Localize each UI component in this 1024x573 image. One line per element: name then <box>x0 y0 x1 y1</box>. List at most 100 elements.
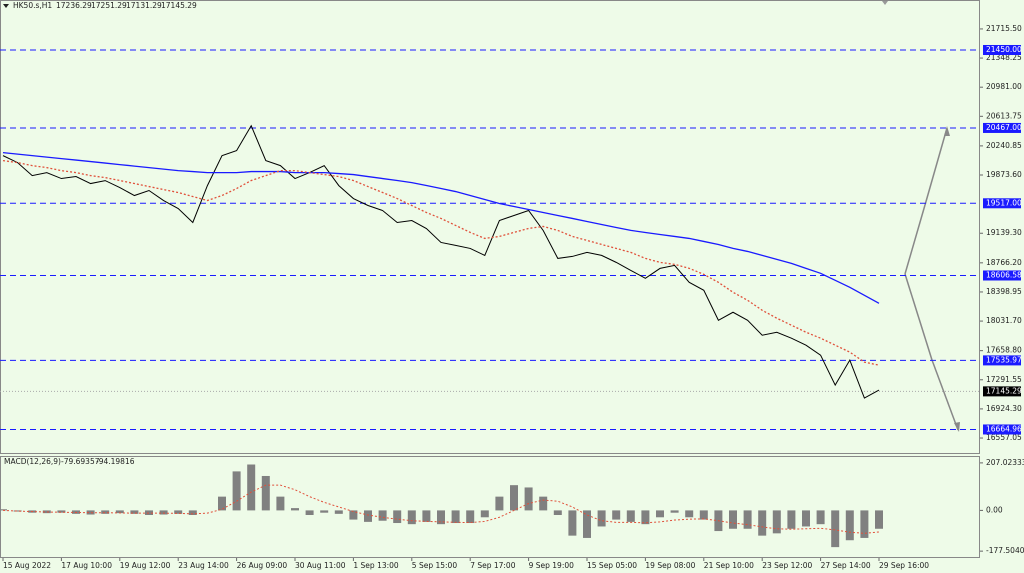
y-tick-label: 21348.25 <box>986 53 1022 62</box>
level-label: 16664.96 <box>986 424 1022 433</box>
macd-bar <box>57 510 66 513</box>
y-tick-label: 20240.85 <box>986 141 1022 150</box>
macd-bar <box>437 510 445 525</box>
macd-bar <box>261 475 270 511</box>
level-label-box <box>983 122 1021 133</box>
macd-bar <box>0 509 7 511</box>
current-price-label: 17145.29 <box>986 386 1022 395</box>
current-price-box <box>983 386 1021 397</box>
macd-bar <box>772 510 781 534</box>
y-tick-label: 17658.80 <box>986 346 1022 355</box>
y-tick-label: 16557.05 <box>986 433 1022 442</box>
x-tick-label: 19 Sep 08:00 <box>645 561 695 570</box>
y-tick-label: 20613.75 <box>986 111 1022 120</box>
level-label: 19517.00 <box>986 198 1022 207</box>
macd-bar <box>583 510 591 538</box>
level-label-box <box>983 198 1021 209</box>
macd-bar <box>159 510 168 515</box>
macd-bar <box>641 510 650 525</box>
macd-bar <box>699 510 708 520</box>
macd-bar <box>875 510 883 529</box>
y-tick-label: 19139.30 <box>986 228 1022 237</box>
x-tick-label: 26 Aug 09:00 <box>237 561 288 570</box>
macd-bar <box>407 510 416 525</box>
x-tick-label: 21 Sep 10:00 <box>704 561 754 570</box>
x-tick-label: 23 Aug 14:00 <box>178 561 229 570</box>
y-tick-label: 20981.00 <box>986 82 1022 91</box>
macd-bar <box>612 510 621 520</box>
signal-value: -94.19816 <box>96 457 135 466</box>
shift-marker <box>882 1 888 5</box>
macd-bar <box>787 510 796 529</box>
macd-bar <box>188 510 197 515</box>
projection-arrows <box>904 126 960 432</box>
y-tick-label: 18398.95 <box>986 287 1022 296</box>
macd-bar <box>685 510 694 518</box>
macd-bar <box>364 510 372 522</box>
x-tick-label: 1 Sep 13:00 <box>353 561 399 570</box>
x-tick-label: 29 Sep 16:00 <box>879 561 929 570</box>
macd-bar <box>466 510 475 524</box>
macd-bar <box>130 510 139 514</box>
y-tick-label: 18031.70 <box>986 316 1022 325</box>
macd-bar <box>802 510 810 527</box>
macd-bar <box>13 510 22 512</box>
level-label-box <box>983 424 1021 435</box>
macd-bar <box>422 510 431 522</box>
x-tick-label: 30 Aug 11:00 <box>295 561 346 570</box>
macd-bar <box>860 510 869 538</box>
macd-bar <box>145 510 153 515</box>
macd-bar <box>743 510 752 529</box>
low: 17131.29 <box>126 1 162 10</box>
level-label: 20467.00 <box>986 123 1022 132</box>
macd-bar <box>495 496 504 511</box>
macd-bar <box>378 510 387 521</box>
macd-bar <box>816 510 825 525</box>
close: 17145.29 <box>161 1 197 10</box>
macd-bar <box>451 510 460 524</box>
price-series <box>2 124 880 399</box>
macd-bar <box>553 510 562 515</box>
level-label: 17535.97 <box>986 355 1022 364</box>
price-series <box>2 151 880 304</box>
y-tick-label: 18766.20 <box>986 258 1022 267</box>
macd-bar <box>174 510 183 514</box>
x-tick-label: 5 Sep 15:00 <box>412 561 458 570</box>
macd-panel <box>0 456 980 558</box>
macd-bar <box>42 510 51 514</box>
price-series <box>2 159 880 366</box>
macd-bar <box>305 510 314 515</box>
macd-bar <box>729 510 737 529</box>
macd-bar <box>758 510 767 536</box>
macd-bar <box>291 508 299 511</box>
x-tick-label: 9 Sep 19:00 <box>529 561 575 570</box>
level-label-box <box>983 270 1021 281</box>
macd-title: MACD(12,26,9) <box>4 457 61 466</box>
x-tick-label: 27 Sep 14:00 <box>821 561 871 570</box>
macd-bar <box>626 510 635 522</box>
macd-bar <box>524 487 533 511</box>
macd-bar <box>670 510 679 513</box>
x-tick-label: 23 Sep 12:00 <box>762 561 812 570</box>
symbol: HK50.s,H1 <box>13 1 52 10</box>
macd-bar <box>597 510 606 527</box>
menu-arrow[interactable] <box>3 4 9 8</box>
level-label: 18606.58 <box>986 270 1022 279</box>
y-tick-label: 0.00 <box>986 505 1003 514</box>
open: 17236.29 <box>56 1 92 10</box>
macd-bar <box>845 510 854 541</box>
macd-bar <box>539 496 548 511</box>
macd-bar <box>247 464 256 511</box>
macd-bar <box>480 510 489 518</box>
macd-bar <box>86 510 95 515</box>
macd-bar <box>232 471 241 511</box>
macd-value: -79.69357 <box>61 457 100 466</box>
macd-bar <box>831 510 840 548</box>
x-tick-label: 15 Aug 2022 <box>3 561 51 570</box>
level-label-box <box>983 44 1021 55</box>
y-tick-label: 17291.55 <box>986 375 1022 384</box>
y-tick-label: -177.50405 <box>986 546 1024 555</box>
macd-bar <box>349 510 358 520</box>
